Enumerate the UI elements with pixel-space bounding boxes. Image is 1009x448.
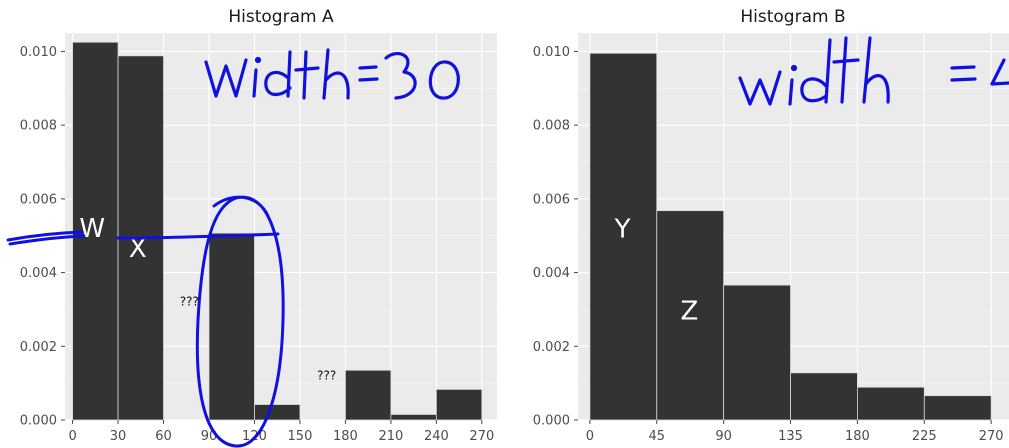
histogram-a-x-tick-label: 150 (288, 429, 313, 444)
histogram-a-x-tick-label: 60 (155, 429, 172, 444)
histogram-b-x-tick-label: 0 (586, 429, 594, 444)
histogram-a-y-axis: 0.000 0.002 0.004 0.006 0.008 0.010 (20, 45, 65, 429)
histogram-b-title: Histogram B (740, 7, 845, 27)
histogram-b-annotation-z: Z (681, 296, 699, 326)
histogram-b-x-tick-label: 180 (845, 429, 870, 444)
histogram-b-annotations: YZ (614, 215, 699, 327)
histogram-b-x-tick-label: 225 (912, 429, 937, 444)
histogram-a-x-tick-label: 30 (110, 429, 127, 444)
histogram-a-y-tick-label: 0.004 (20, 266, 57, 281)
histogram-a-bar (345, 369, 392, 421)
histogram-a-annotations: WX (79, 214, 146, 264)
histogram-b-bars (589, 52, 992, 421)
histogram-a-missing-bin-label: ??? (317, 368, 336, 382)
histogram-b-x-tick-label: 45 (648, 429, 665, 444)
histogram-a-annotation-w: W (79, 214, 105, 244)
histogram-b-bar (656, 210, 725, 421)
histogram-a-x-axis: 0 30 60 90 120 150 180 210 240 270 (68, 420, 494, 444)
histogram-b-y-tick-label: 0.004 (533, 266, 570, 281)
histogram-a-y-tick-label: 0.000 (20, 414, 57, 429)
histogram-b-y-tick-label: 0.008 (533, 119, 570, 134)
histogram-a-title: Histogram A (228, 7, 334, 27)
handwriting-width-30 (204, 48, 460, 100)
histogram-b-bar (790, 372, 858, 421)
histogram-a-y-tick-label: 0.002 (20, 340, 57, 355)
histogram-a-y-tick-label: 0.006 (20, 192, 57, 207)
histogram-b-x-axis: 0 45 90 135 180 225 270 (586, 420, 1004, 444)
histogram-a-missing-bin-label: ??? (180, 295, 199, 309)
histogram-b-y-tick-label: 0.000 (533, 414, 570, 429)
histogram-b-y-tick-label: 0.002 (533, 340, 570, 355)
histogram-a-x-tick-label: 270 (469, 429, 494, 444)
histogram-b-y-tick-label: 0.006 (533, 192, 570, 207)
histogram-a-x-tick-label: 180 (333, 429, 358, 444)
histogram-a-bar (435, 389, 483, 421)
histogram-a-x-tick-label: 0 (68, 429, 76, 444)
histogram-b-x-tick-label: 270 (979, 429, 1004, 444)
histogram-b-bar (589, 52, 658, 421)
histogram-b-y-axis: 0.000 0.002 0.004 0.006 0.008 0.010 (533, 45, 578, 429)
histogram-a-bar (208, 232, 255, 421)
handwriting-width-4 (738, 36, 1009, 106)
histogram-b-x-tick-label: 135 (778, 429, 803, 444)
histogram-a-y-tick-label: 0.010 (20, 45, 57, 60)
histogram-b: 0.000 0.002 0.004 0.006 0.008 0.010 0 45 90 135 1… (533, 7, 1009, 444)
oval-around-bin (195, 195, 285, 448)
histogram-a-x-tick-label: 240 (424, 429, 449, 444)
handwritten-ink (6, 36, 1009, 448)
histogram-b-bar (857, 386, 925, 421)
histogram-b-bar (723, 284, 791, 421)
histogram-b-y-tick-label: 0.010 (533, 45, 570, 60)
histogram-a-x-tick-label: 210 (378, 429, 403, 444)
histogram-a: ?????? 0.000 0.002 0.004 0.006 0.008 0.010 0 3… (20, 7, 497, 444)
histogram-a-annotation-x: X (129, 234, 147, 264)
histogram-a-bar (254, 404, 301, 421)
arrow-scribble (6, 230, 280, 246)
histogram-a-bar (390, 414, 437, 421)
histogram-b-bar (923, 395, 992, 421)
histogram-a-y-tick-label: 0.008 (20, 119, 57, 134)
histogram-b-x-tick-label: 90 (715, 429, 732, 444)
histogram-b-annotation-y: Y (614, 215, 631, 245)
